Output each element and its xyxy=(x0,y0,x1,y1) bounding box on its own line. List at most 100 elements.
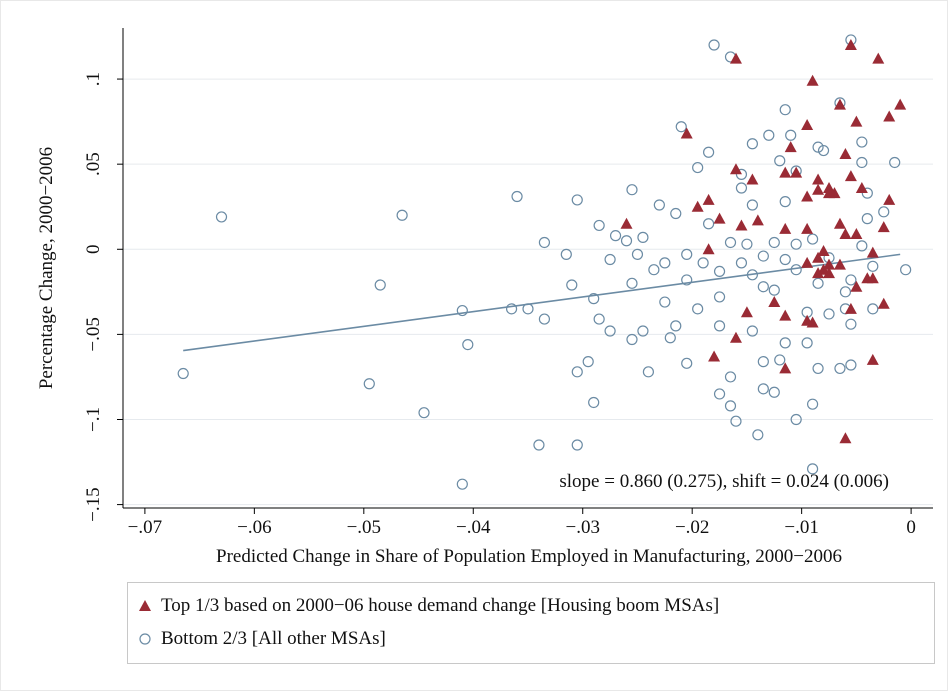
legend-item-housing-boom: Top 1/3 based on 2000−06 house demand ch… xyxy=(138,595,719,617)
bottom-msa-point xyxy=(724,400,737,412)
scatter-chart: .1.050−.05−.1−.15 −.07 −.06 −.05 −.04 −.03 −.… xyxy=(36,28,933,567)
x-tick-label: −.01 xyxy=(784,517,818,538)
boom-msa-point xyxy=(844,170,857,182)
bottom-msa-point xyxy=(582,356,594,368)
boom-msa-point xyxy=(817,244,830,256)
bottom-msa-point xyxy=(571,439,583,451)
bottom-msa-point xyxy=(511,190,523,203)
bottom-msa-point xyxy=(648,264,660,276)
legend: Top 1/3 based on 2000−06 house demand ch… xyxy=(127,582,935,664)
bottom-msa-point xyxy=(774,354,786,366)
boom-msa-point xyxy=(729,331,742,343)
bottom-msa-point xyxy=(681,357,693,369)
bottom-msa-point xyxy=(806,233,819,245)
bottom-msa-point xyxy=(533,439,545,451)
x-tick-label: −.04 xyxy=(456,517,491,538)
bottom-msa-point xyxy=(856,156,868,169)
boom-msa-point xyxy=(735,219,748,231)
bottom-msa-point xyxy=(785,129,797,141)
boom-msa-point xyxy=(746,173,759,185)
bottom-msa-point xyxy=(779,196,791,208)
bottom-msa-point xyxy=(681,248,693,260)
boom-msa-point xyxy=(790,166,803,178)
y-axis-label: Percentage Change, 2000−2006 xyxy=(36,147,57,389)
boom-msa-point xyxy=(850,115,863,127)
bottom-msa-point xyxy=(735,168,748,180)
boom-msa-point xyxy=(850,280,863,292)
boom-msa-point xyxy=(806,74,819,86)
y-tick-label: −.1 xyxy=(83,407,104,432)
bottom-msa-point xyxy=(763,129,775,141)
bottom-msa-point xyxy=(861,213,873,225)
boom-msa-point xyxy=(801,119,814,131)
bottom-msa-point xyxy=(768,284,780,296)
bottom-msa-point xyxy=(713,320,726,332)
bottom-msa-point xyxy=(746,199,758,211)
boom-msa-point xyxy=(751,214,764,226)
bottom-msa-point xyxy=(900,264,912,276)
bottom-msa-point xyxy=(626,333,638,346)
bottom-msa-point xyxy=(703,146,715,158)
bottom-msa-point xyxy=(746,325,758,337)
legend-item-all-other: Bottom 2/3 [All other MSAs] xyxy=(138,628,386,650)
bottom-msa-point xyxy=(845,318,857,330)
bottom-msa-point xyxy=(812,277,824,289)
bottom-msa-point xyxy=(801,337,813,349)
boom-msa-point xyxy=(866,272,879,284)
bottom-msa-point xyxy=(746,269,758,281)
bottom-msa-point xyxy=(856,240,868,252)
bottom-msa-point xyxy=(631,248,644,260)
bottom-msa-point xyxy=(588,396,600,409)
boom-msa-point xyxy=(844,302,857,314)
x-tick-label: −.06 xyxy=(237,517,271,538)
boom-msa-point xyxy=(729,163,742,175)
bottom-msa-point xyxy=(735,182,748,194)
bottom-msa-point xyxy=(861,187,873,199)
bottom-msa-point xyxy=(456,304,468,317)
bottom-msa-point xyxy=(856,136,868,148)
boom-msa-point xyxy=(779,362,792,374)
bottom-msa-point xyxy=(839,286,852,298)
boom-msa-point xyxy=(702,243,715,255)
x-tick-label: −.02 xyxy=(675,517,709,538)
bottom-msa-point xyxy=(456,478,468,490)
bottom-msa-point xyxy=(757,250,769,262)
boom-msa-point xyxy=(883,110,896,122)
boom-msa-point xyxy=(855,182,868,193)
boom-msa-point xyxy=(729,52,742,64)
bottom-msa-point xyxy=(823,308,835,320)
boom-msa-point xyxy=(833,258,846,270)
boom-msa-point xyxy=(768,296,781,308)
bottom-msa-point xyxy=(659,296,671,308)
boom-msa-point xyxy=(801,256,814,268)
slope-annotation: slope = 0.860 (0.275), shift = 0.024 (0.… xyxy=(559,471,889,492)
bottom-msa-point xyxy=(670,207,682,220)
bottom-msa-point xyxy=(834,362,846,375)
bottom-msa-point xyxy=(845,274,857,286)
bottom-msa-point xyxy=(845,359,857,371)
boom-msa-point xyxy=(812,251,825,263)
boom-msa-point xyxy=(883,193,896,205)
y-gridlines xyxy=(123,78,933,506)
bottom-msa-point xyxy=(604,253,616,266)
y-tick-label: 0 xyxy=(83,245,104,255)
boom-msa-point xyxy=(708,350,721,362)
boom-msa-point xyxy=(844,39,857,51)
bottom-msa-point xyxy=(757,383,769,395)
boom-msa-point xyxy=(839,432,852,444)
y-tick-label: −.15 xyxy=(83,487,104,521)
bottom-msa-point xyxy=(664,332,676,344)
data-points xyxy=(177,34,912,490)
boom-msa-point xyxy=(823,267,836,279)
boom-msa-point xyxy=(779,309,792,321)
bottom-msa-point xyxy=(708,39,720,51)
bottom-msa-point xyxy=(215,211,228,223)
boom-msa-point xyxy=(812,183,825,195)
bottom-msa-point xyxy=(418,407,430,419)
y-tick-label: .1 xyxy=(83,72,104,86)
boom-msa-point xyxy=(812,173,825,185)
bottom-msa-point xyxy=(752,429,764,441)
boom-msa-point xyxy=(823,187,836,199)
bottom-msa-point xyxy=(505,303,518,315)
bottom-msa-point xyxy=(538,236,551,249)
